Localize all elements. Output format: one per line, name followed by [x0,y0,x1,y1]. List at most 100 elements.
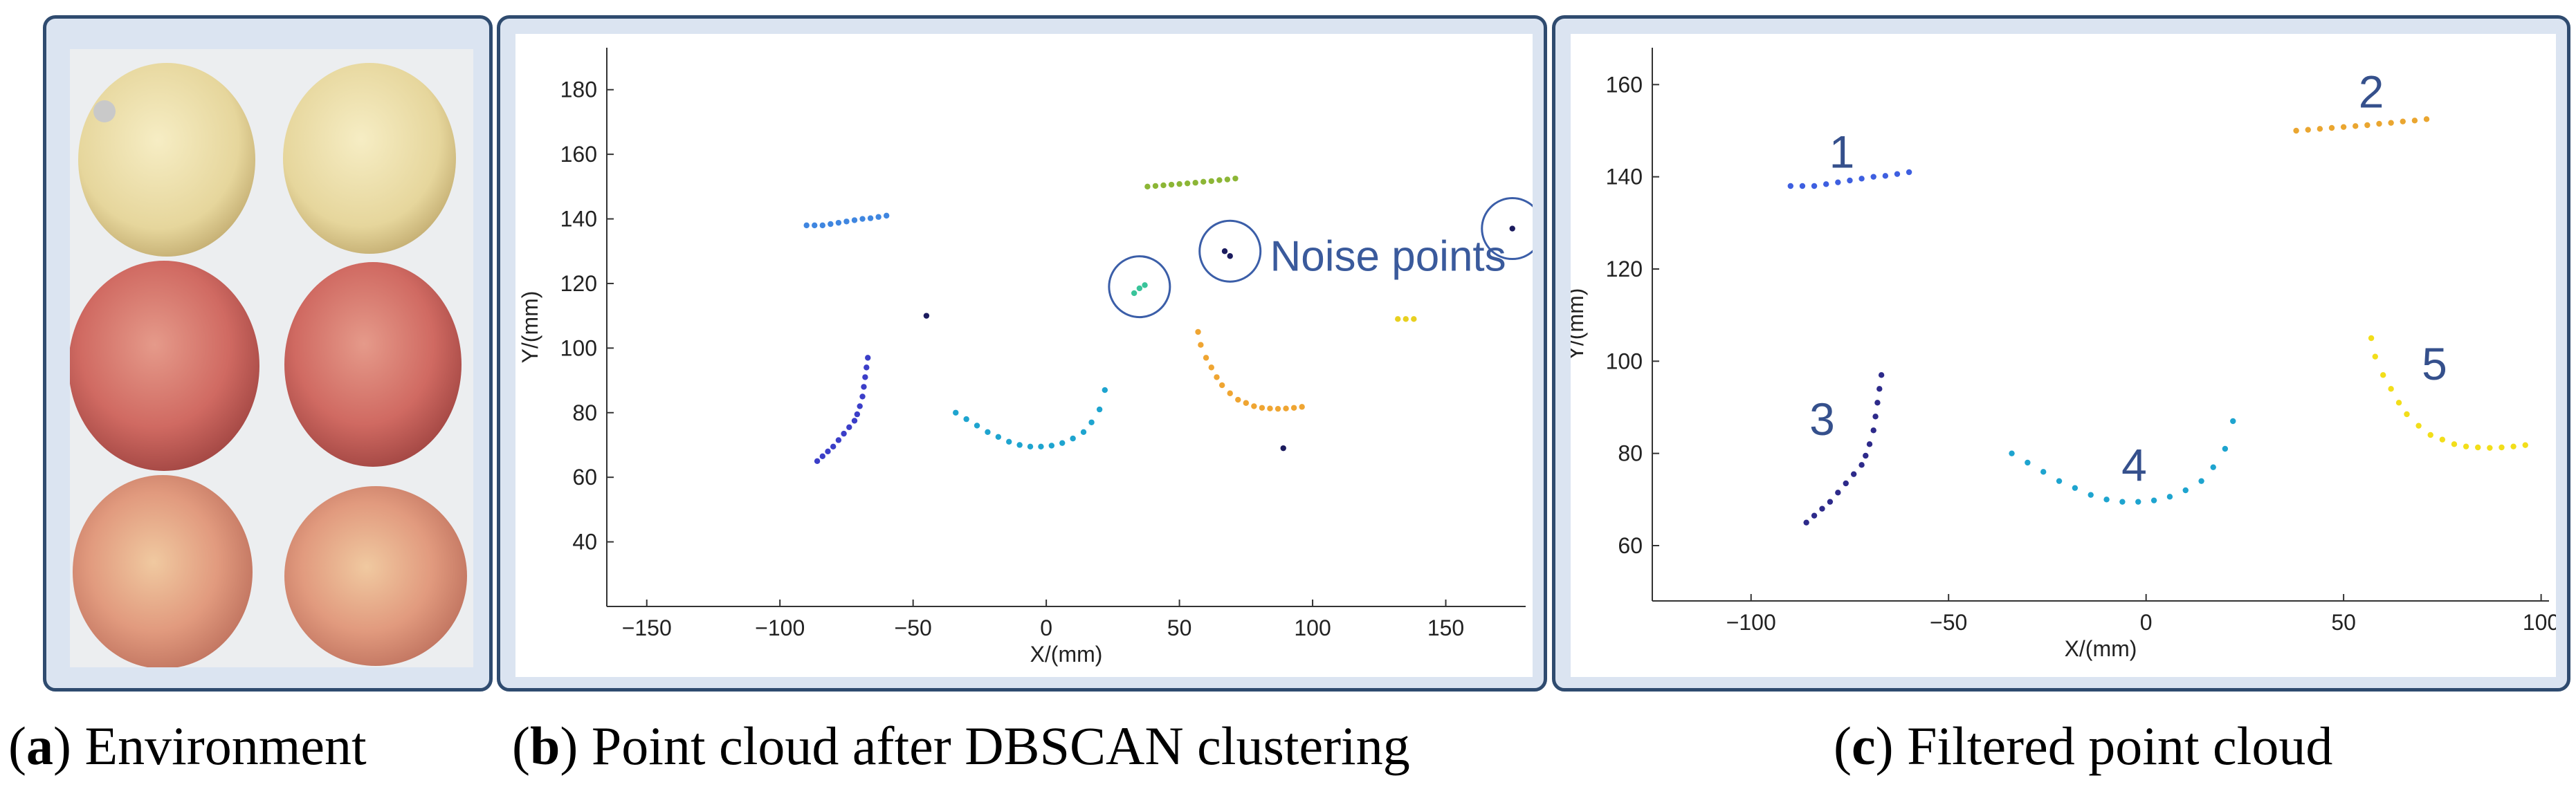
data-point [1858,176,1865,182]
data-point [1850,471,1857,477]
data-point [2372,353,2378,360]
data-point [1203,355,1209,361]
data-point [819,222,825,229]
data-point [828,221,834,228]
data-point [1227,390,1233,396]
data-point [1088,419,1095,425]
data-point [1858,462,1865,468]
data-point [2025,459,2031,466]
x-tick-label: 0 [2140,610,2153,635]
apple-mid-right [284,262,462,467]
data-point [985,429,991,435]
data-point [2293,127,2299,134]
noise-points-label: Noise points [1270,232,1506,280]
data-point [2222,445,2229,452]
data-point [2353,123,2359,129]
x-tick-label: 50 [2331,610,2356,635]
data-point [1235,396,1241,403]
data-point [2368,335,2375,342]
y-tick-label: 60 [1618,533,1643,558]
cluster-label: 4 [2121,440,2147,491]
y-tick-label: 100 [560,335,597,360]
apples-illustration [70,49,473,667]
data-point [2451,441,2458,447]
y-tick-label: 40 [572,530,597,555]
data-point [859,393,866,400]
data-point [1221,248,1228,254]
data-point [1006,438,1012,445]
data-point [1144,183,1151,190]
data-point [2423,116,2430,122]
y-tick-label: 160 [560,142,597,167]
data-point [803,222,810,229]
data-point [1200,178,1207,185]
data-point [2305,127,2311,133]
x-tick-label: −100 [1726,610,1776,635]
data-point [1811,183,1818,189]
data-point [974,423,980,429]
pear-top-right [283,63,456,254]
data-point [2388,120,2394,126]
cluster-label: 5 [2422,338,2447,389]
caption-a: (a) Environment [8,716,367,776]
cluster-label: 1 [1829,126,1855,177]
pear-top-left [78,63,255,257]
data-point [1799,183,1806,189]
data-point [1192,180,1198,186]
noise-circle [1198,219,1262,283]
data-point [835,219,842,226]
apples-photo [70,49,473,667]
data-point [865,355,871,361]
data-point [2088,492,2094,498]
x-axis-label: X/(mm) [1030,642,1103,667]
data-point [2400,118,2406,124]
y-axis-label: Y/(mm) [1571,288,1588,361]
apple-bottom-left [73,475,253,667]
data-point [1863,452,1869,459]
data-point [963,416,969,423]
x-tick-label: −50 [1930,610,1967,635]
x-tick-label: −100 [755,615,805,640]
data-point [1843,480,1849,487]
x-tick-label: 150 [1427,615,1464,640]
data-point [1787,183,1794,189]
data-point [2328,124,2335,131]
data-point [867,215,874,221]
data-point [1876,386,1883,392]
data-point [1280,445,1286,452]
x-tick-label: −50 [895,615,932,640]
data-point [825,448,831,455]
data-point [2166,494,2173,500]
y-tick-label: 160 [1606,72,1643,97]
data-point [1872,414,1879,420]
data-point [923,313,930,319]
x-tick-label: 50 [1167,615,1192,640]
data-point [1059,440,1066,446]
y-tick-label: 180 [560,77,597,102]
x-axis-label: X/(mm) [2065,636,2137,661]
data-point [995,434,1002,440]
data-point [1224,176,1231,183]
data-point [2119,499,2126,505]
sticker [93,100,116,122]
data-point [1827,499,1834,505]
data-point [851,418,858,424]
y-tick-label: 60 [572,465,597,490]
data-point [1882,173,1889,179]
data-point [1811,512,1818,519]
data-point [875,214,881,220]
data-point [1195,328,1201,335]
filtered-scatter-chart: −100 −50 0 50 100 60 80 100 120 140 160 X/(mm) Y/(mm… [1563,48,2559,661]
data-point [1208,178,1214,185]
data-point [1096,406,1103,413]
data-point [2009,450,2015,456]
data-point [2404,411,2410,418]
x-tick-label: 0 [1040,615,1052,640]
data-point [1509,225,1515,232]
data-point [861,384,867,390]
data-point [2135,499,2141,505]
data-point [2510,443,2516,449]
data-point [1102,387,1108,393]
apple-mid-left [70,261,259,471]
y-tick-label: 80 [572,400,597,425]
